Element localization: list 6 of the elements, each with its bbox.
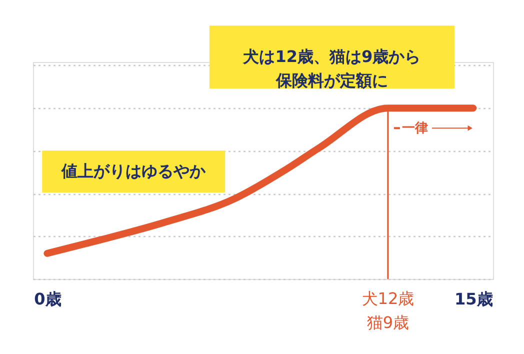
x-tick-label: 15歳 <box>454 290 493 308</box>
ref-line-label: 犬12歳猫9歳 <box>362 289 414 332</box>
x-tick-label: 0歳 <box>34 290 62 308</box>
annotation: 値上がりはゆるやか <box>60 162 207 181</box>
annotation: 犬は12歳、猫は9歳から保険料が定額に <box>242 47 421 90</box>
annotation: 一律 <box>402 121 428 136</box>
